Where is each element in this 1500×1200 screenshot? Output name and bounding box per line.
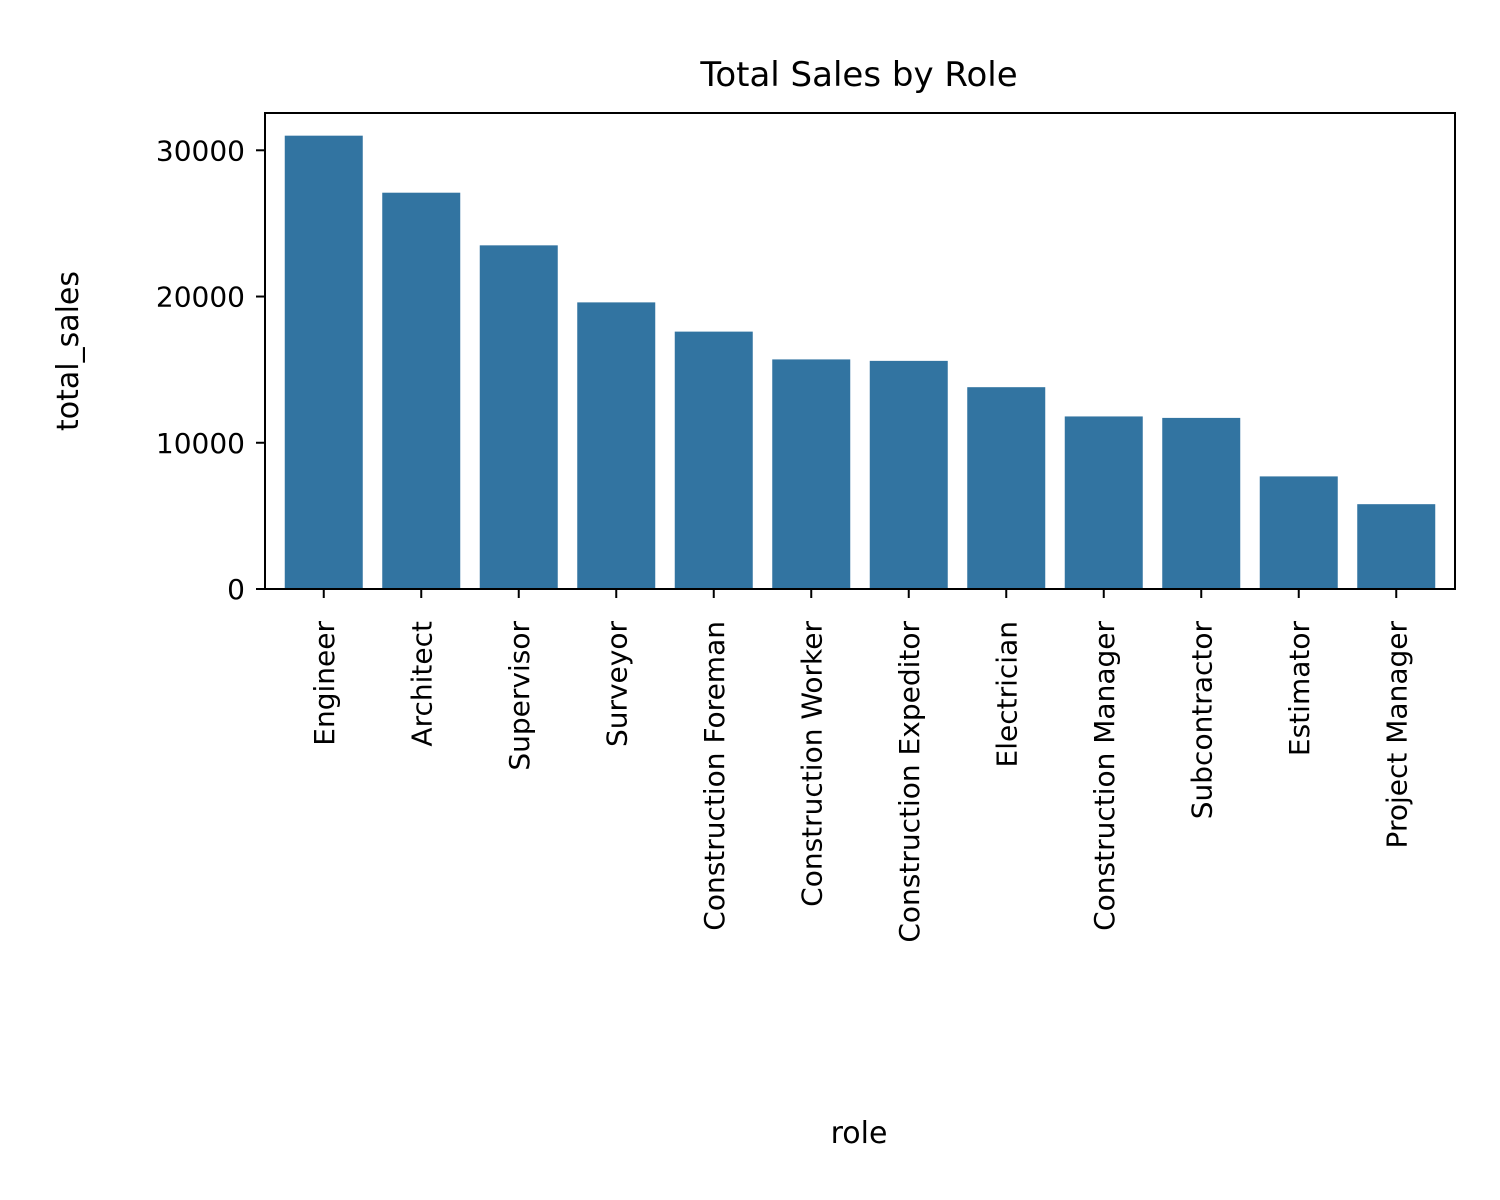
x-axis-label: role xyxy=(831,1116,888,1151)
x-tick-label: Engineer xyxy=(308,621,341,746)
y-tick-label: 10000 xyxy=(156,427,245,460)
bars-group xyxy=(284,135,1436,590)
y-axis-label: total_sales xyxy=(51,271,86,431)
x-tick-label: Construction Worker xyxy=(795,621,828,907)
plot-area-frame xyxy=(264,112,1456,590)
bar-supervisor xyxy=(479,245,558,589)
bar-construction-foreman xyxy=(674,331,753,589)
bar-construction-manager xyxy=(1064,416,1143,589)
bar-construction-expeditor xyxy=(869,360,948,589)
x-tick-label: Estimator xyxy=(1283,621,1316,757)
y-tick-label: 20000 xyxy=(156,281,245,314)
x-tick-label: Construction Manager xyxy=(1088,621,1121,931)
bar-architect xyxy=(382,192,461,589)
bar-subcontractor xyxy=(1162,417,1241,589)
x-tick-label: Electrician xyxy=(990,621,1023,767)
chart-title: Total Sales by Role xyxy=(699,55,1017,95)
bar-construction-worker xyxy=(772,359,851,589)
y-axis-ticks: 0 10000 20000 30000 xyxy=(156,134,265,606)
bar-electrician xyxy=(967,387,1046,589)
x-tick-label: Construction Foreman xyxy=(698,621,731,931)
x-axis-ticks: Engineer Architect Supervisor Surveyor Const… xyxy=(308,589,1413,943)
x-tick-label: Architect xyxy=(405,621,438,747)
x-tick-label: Subcontractor xyxy=(1185,621,1218,820)
bar-surveyor xyxy=(577,302,656,589)
y-tick-label: 0 xyxy=(227,573,245,606)
y-tick-label: 30000 xyxy=(156,134,245,167)
x-tick-label: Project Manager xyxy=(1380,621,1413,849)
x-tick-label: Construction Expeditor xyxy=(893,621,926,943)
bar-project-manager xyxy=(1357,504,1436,589)
bar-estimator xyxy=(1259,476,1338,589)
bar-engineer xyxy=(284,135,363,590)
x-tick-label: Surveyor xyxy=(600,621,633,748)
x-tick-label: Supervisor xyxy=(503,621,536,771)
